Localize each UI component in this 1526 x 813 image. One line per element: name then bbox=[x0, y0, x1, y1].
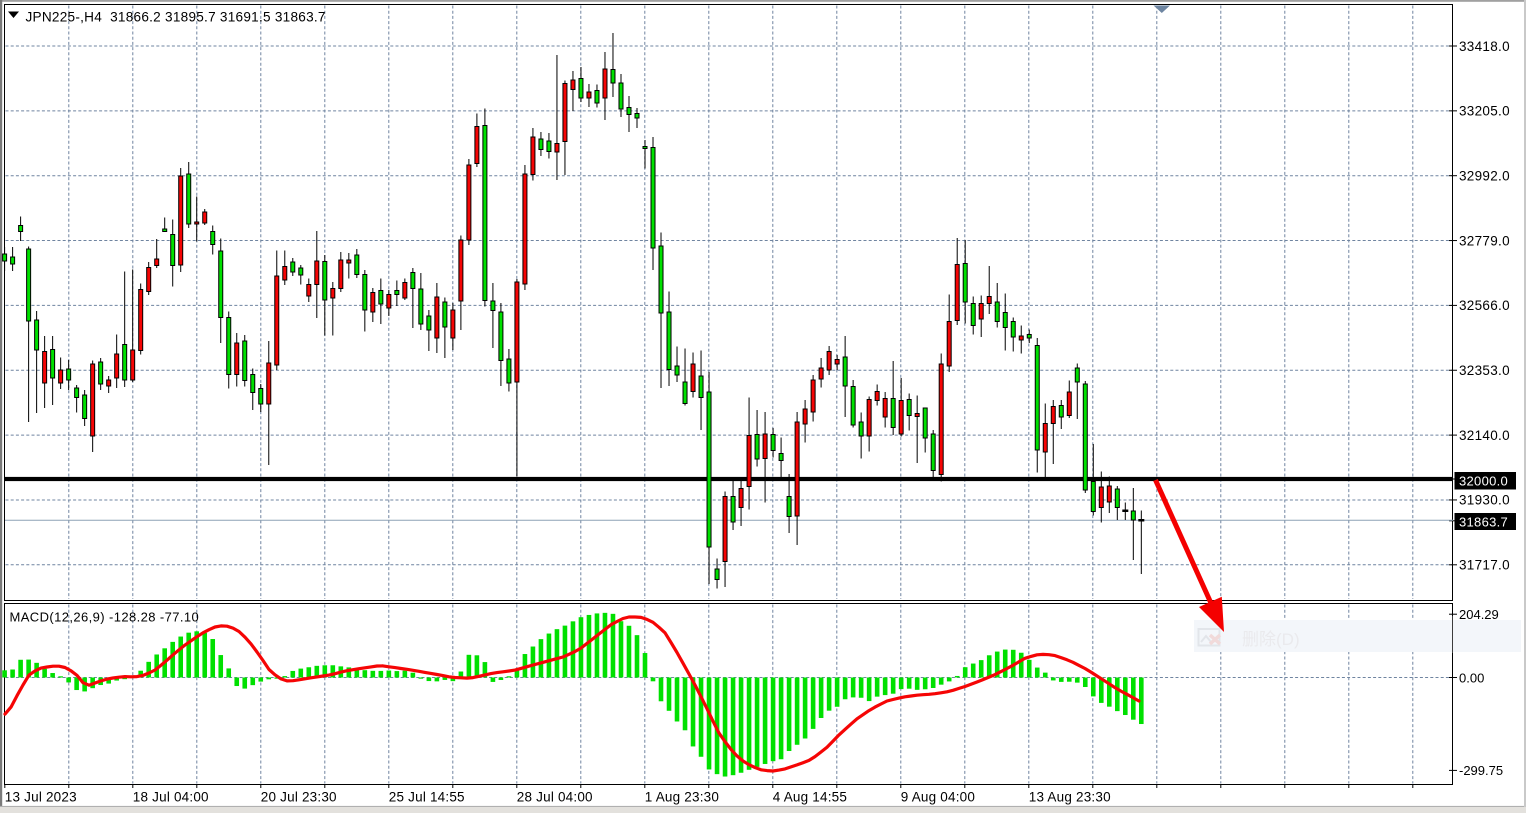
svg-text:0.00: 0.00 bbox=[1459, 670, 1484, 685]
svg-text:33418.0: 33418.0 bbox=[1459, 39, 1510, 54]
svg-text:9 Aug 04:00: 9 Aug 04:00 bbox=[901, 789, 975, 804]
svg-text:33205.0: 33205.0 bbox=[1459, 104, 1510, 119]
svg-text:204.29: 204.29 bbox=[1459, 607, 1499, 622]
svg-text:1 Aug 23:30: 1 Aug 23:30 bbox=[645, 789, 719, 804]
svg-text:28 Jul 04:00: 28 Jul 04:00 bbox=[517, 789, 593, 804]
svg-text:MACD(12,26,9) -128.28 -77.10: MACD(12,26,9) -128.28 -77.10 bbox=[10, 609, 200, 624]
svg-text:32000.0: 32000.0 bbox=[1459, 474, 1508, 489]
svg-text:JPN225-,H4 31866.2 31895.7 31: JPN225-,H4 31866.2 31895.7 31691.5 31863… bbox=[26, 9, 326, 24]
svg-text:32140.0: 32140.0 bbox=[1459, 428, 1510, 443]
svg-text:18 Jul 04:00: 18 Jul 04:00 bbox=[133, 789, 209, 804]
svg-text:4 Aug 14:55: 4 Aug 14:55 bbox=[773, 789, 847, 804]
svg-text:删除(D): 删除(D) bbox=[1242, 630, 1300, 649]
svg-text:31717.0: 31717.0 bbox=[1459, 558, 1510, 573]
svg-text:20 Jul 23:30: 20 Jul 23:30 bbox=[261, 789, 337, 804]
svg-text:32779.0: 32779.0 bbox=[1459, 233, 1510, 248]
svg-text:13 Jul 2023: 13 Jul 2023 bbox=[5, 789, 77, 804]
svg-text:32992.0: 32992.0 bbox=[1459, 169, 1510, 184]
svg-text:13 Aug 23:30: 13 Aug 23:30 bbox=[1029, 789, 1111, 804]
svg-text:31863.7: 31863.7 bbox=[1459, 515, 1508, 530]
svg-text:25 Jul 14:55: 25 Jul 14:55 bbox=[389, 789, 465, 804]
svg-text:31930.0: 31930.0 bbox=[1459, 493, 1510, 508]
svg-text:-299.75: -299.75 bbox=[1459, 763, 1503, 778]
svg-text:32566.0: 32566.0 bbox=[1459, 298, 1510, 313]
svg-text:32353.0: 32353.0 bbox=[1459, 363, 1510, 378]
